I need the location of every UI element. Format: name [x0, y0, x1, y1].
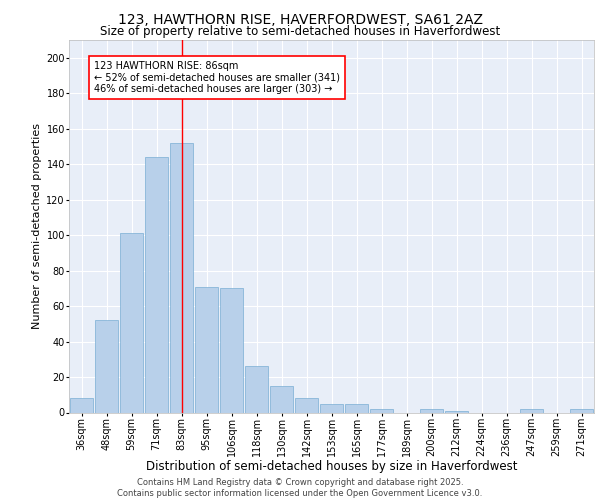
Text: 123 HAWTHORN RISE: 86sqm
← 52% of semi-detached houses are smaller (341)
46% of : 123 HAWTHORN RISE: 86sqm ← 52% of semi-d… [94, 62, 340, 94]
Text: Contains HM Land Registry data © Crown copyright and database right 2025.
Contai: Contains HM Land Registry data © Crown c… [118, 478, 482, 498]
Bar [370, 409, 393, 412]
Bar [420, 409, 443, 412]
Bar [295, 398, 318, 412]
Bar [570, 409, 593, 412]
X-axis label: Distribution of semi-detached houses by size in Haverfordwest: Distribution of semi-detached houses by … [146, 460, 517, 473]
Bar [345, 404, 368, 412]
Y-axis label: Number of semi-detached properties: Number of semi-detached properties [32, 123, 42, 329]
Bar [220, 288, 243, 412]
Bar [270, 386, 293, 412]
Text: Size of property relative to semi-detached houses in Haverfordwest: Size of property relative to semi-detach… [100, 25, 500, 38]
Bar [245, 366, 268, 412]
Bar [520, 409, 543, 412]
Bar [145, 157, 168, 412]
Bar [445, 410, 468, 412]
Text: 123, HAWTHORN RISE, HAVERFORDWEST, SA61 2AZ: 123, HAWTHORN RISE, HAVERFORDWEST, SA61 … [118, 12, 482, 26]
Bar [170, 143, 193, 412]
Bar [95, 320, 118, 412]
Bar [70, 398, 93, 412]
Bar [320, 404, 343, 412]
Bar [195, 286, 218, 412]
Bar [120, 234, 143, 412]
